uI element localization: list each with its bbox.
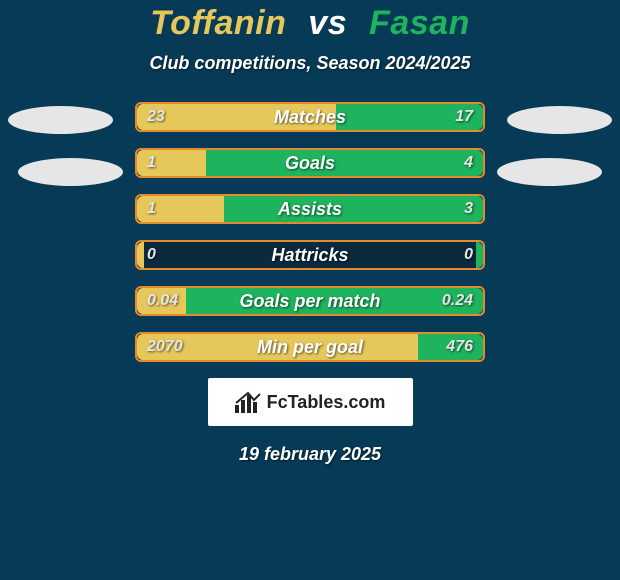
subtitle: Club competitions, Season 2024/2025 xyxy=(0,53,620,74)
title: Toffanin vs Fasan xyxy=(0,4,620,43)
stat-label: Matches xyxy=(137,104,483,130)
stat-value-right: 0.24 xyxy=(442,288,473,314)
player1-name: Toffanin xyxy=(150,4,286,42)
player2-badge-1 xyxy=(507,106,612,134)
stat-value-left: 1 xyxy=(147,150,156,176)
vs-label: vs xyxy=(308,4,347,42)
logo-icon xyxy=(235,391,261,413)
content: Matches2317Goals14Assists13Hattricks00Go… xyxy=(0,102,620,465)
stat-value-left: 2070 xyxy=(147,334,183,360)
stat-row: Goals per match0.04 0.24 xyxy=(135,286,485,316)
player2-name: Fasan xyxy=(369,4,470,42)
stat-label: Goals per match xyxy=(137,288,483,314)
stat-value-left: 0 xyxy=(147,242,156,268)
stat-value-left: 0.04 xyxy=(147,288,178,314)
stat-label: Assists xyxy=(137,196,483,222)
date-text: 19 february 2025 xyxy=(0,444,620,465)
player1-badge-1 xyxy=(8,106,113,134)
stat-value-left: 1 xyxy=(147,196,156,222)
stat-label: Goals xyxy=(137,150,483,176)
stat-value-right: 17 xyxy=(455,104,473,130)
comparison-card: Toffanin vs Fasan Club competitions, Sea… xyxy=(0,0,620,580)
stat-value-right: 4 xyxy=(464,150,473,176)
player2-badge-2 xyxy=(497,158,602,186)
stat-row: Hattricks0 0 xyxy=(135,240,485,270)
stat-row: Assists1 3 xyxy=(135,194,485,224)
player1-badge-2 xyxy=(18,158,123,186)
logo-box: FcTables.com xyxy=(208,378,413,426)
stat-label: Min per goal xyxy=(137,334,483,360)
stat-label: Hattricks xyxy=(137,242,483,268)
stat-row: Min per goal2070 476 xyxy=(135,332,485,362)
stat-row: Goals1 4 xyxy=(135,148,485,178)
stat-value-right: 476 xyxy=(446,334,473,360)
stat-value-left: 23 xyxy=(147,104,165,130)
stat-row: Matches23 17 xyxy=(135,102,485,132)
logo-text: FcTables.com xyxy=(267,392,386,413)
stat-value-right: 3 xyxy=(464,196,473,222)
stat-rows: Matches2317Goals14Assists13Hattricks00Go… xyxy=(135,102,485,362)
stat-value-right: 0 xyxy=(464,242,473,268)
